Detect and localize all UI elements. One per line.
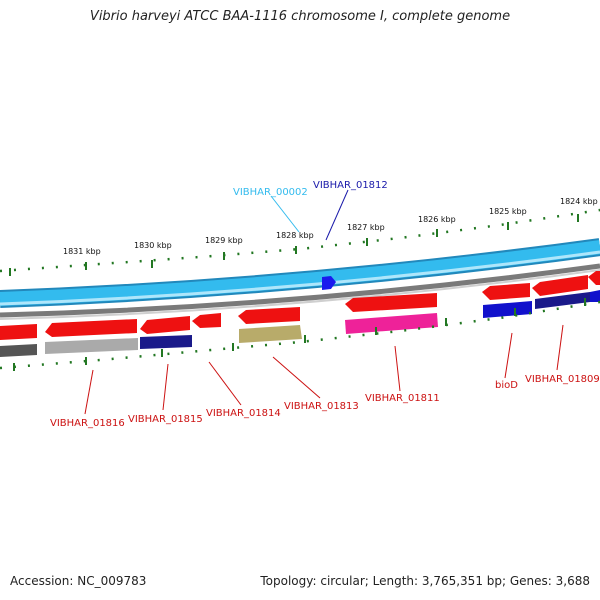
- cds-arrow: [482, 283, 530, 300]
- leader-line: [394, 345, 401, 392]
- scale-label: 1830 kbp: [134, 241, 172, 250]
- gene-label-vibhar-00002: VIBHAR_00002: [233, 187, 308, 198]
- leader-line: [84, 369, 94, 415]
- gene-label-vibhar-01812: VIBHAR_01812: [313, 180, 388, 191]
- pink-feature: [345, 313, 438, 334]
- inner-scale-ticks: [0, 298, 600, 371]
- cds-arrow: [140, 316, 190, 334]
- forward-cds-track: [0, 271, 600, 340]
- leader-line: [270, 195, 300, 233]
- leader-line: [504, 332, 513, 379]
- vibhar-00002-feature: [322, 276, 336, 290]
- backbone-arc: [0, 240, 600, 306]
- blue-feature: [535, 292, 590, 309]
- grey-feature: [45, 338, 138, 354]
- cds-arrow: [532, 275, 588, 296]
- scale-label: 1831 kbp: [63, 247, 101, 256]
- secondary-feature-track: [0, 290, 600, 357]
- map-title: Vibrio harveyi ATCC BAA-1116 chromosome …: [89, 9, 511, 24]
- strand-line-light: [0, 269, 600, 320]
- scale-label: 1828 kbp: [276, 231, 314, 240]
- scale-label: 1825 kbp: [489, 207, 527, 216]
- blue-feature: [483, 301, 532, 318]
- cds-arrow: [45, 319, 137, 337]
- leader-line: [556, 324, 564, 371]
- blue-feature: [590, 290, 600, 302]
- scale-label: 1827 kbp: [347, 223, 385, 232]
- leader-line: [272, 356, 321, 399]
- cds-arrow: [345, 293, 437, 312]
- leader-line: [208, 361, 242, 406]
- bottom-gene-labels: VIBHAR_01816 VIBHAR_01815 VIBHAR_01814 V…: [50, 324, 600, 429]
- leader-line: [162, 363, 169, 411]
- scale-label: 1826 kbp: [418, 215, 456, 224]
- genome-summary-label: Topology: circular; Length: 3,765,351 bp…: [260, 574, 590, 588]
- gene-label-vibhar-01814: VIBHAR_01814: [206, 408, 281, 419]
- cds-arrow: [0, 324, 37, 340]
- outer-scale-ticks: [0, 208, 600, 276]
- top-gene-labels: VIBHAR_00002 VIBHAR_01812: [233, 180, 388, 241]
- gene-label-vibhar-01816: VIBHAR_01816: [50, 418, 125, 429]
- gene-label-vibhar-01809: VIBHAR_01809: [525, 374, 600, 385]
- leader-line: [325, 189, 349, 241]
- cds-arrow: [192, 313, 221, 328]
- grey-feature: [0, 344, 37, 357]
- gene-label-vibhar-01811: VIBHAR_01811: [365, 393, 440, 404]
- accession-label: Accession: NC_009783: [10, 574, 147, 588]
- blue-feature: [140, 335, 192, 349]
- cds-arrow: [588, 271, 600, 285]
- scale-label: 1824 kbp: [560, 197, 598, 206]
- gene-label-vibhar-01813: VIBHAR_01813: [284, 401, 359, 412]
- gene-label-biod: bioD: [495, 380, 518, 391]
- strand-line: [0, 263, 600, 318]
- olive-feature: [239, 325, 302, 343]
- cds-arrow: [238, 307, 300, 324]
- scale-label: 1829 kbp: [205, 236, 243, 245]
- backbone-highlight: [0, 250, 600, 306]
- scale-labels: 1831 kbp 1830 kbp 1829 kbp 1828 kbp 1827…: [63, 197, 598, 256]
- gene-label-vibhar-01815: VIBHAR_01815: [128, 414, 203, 425]
